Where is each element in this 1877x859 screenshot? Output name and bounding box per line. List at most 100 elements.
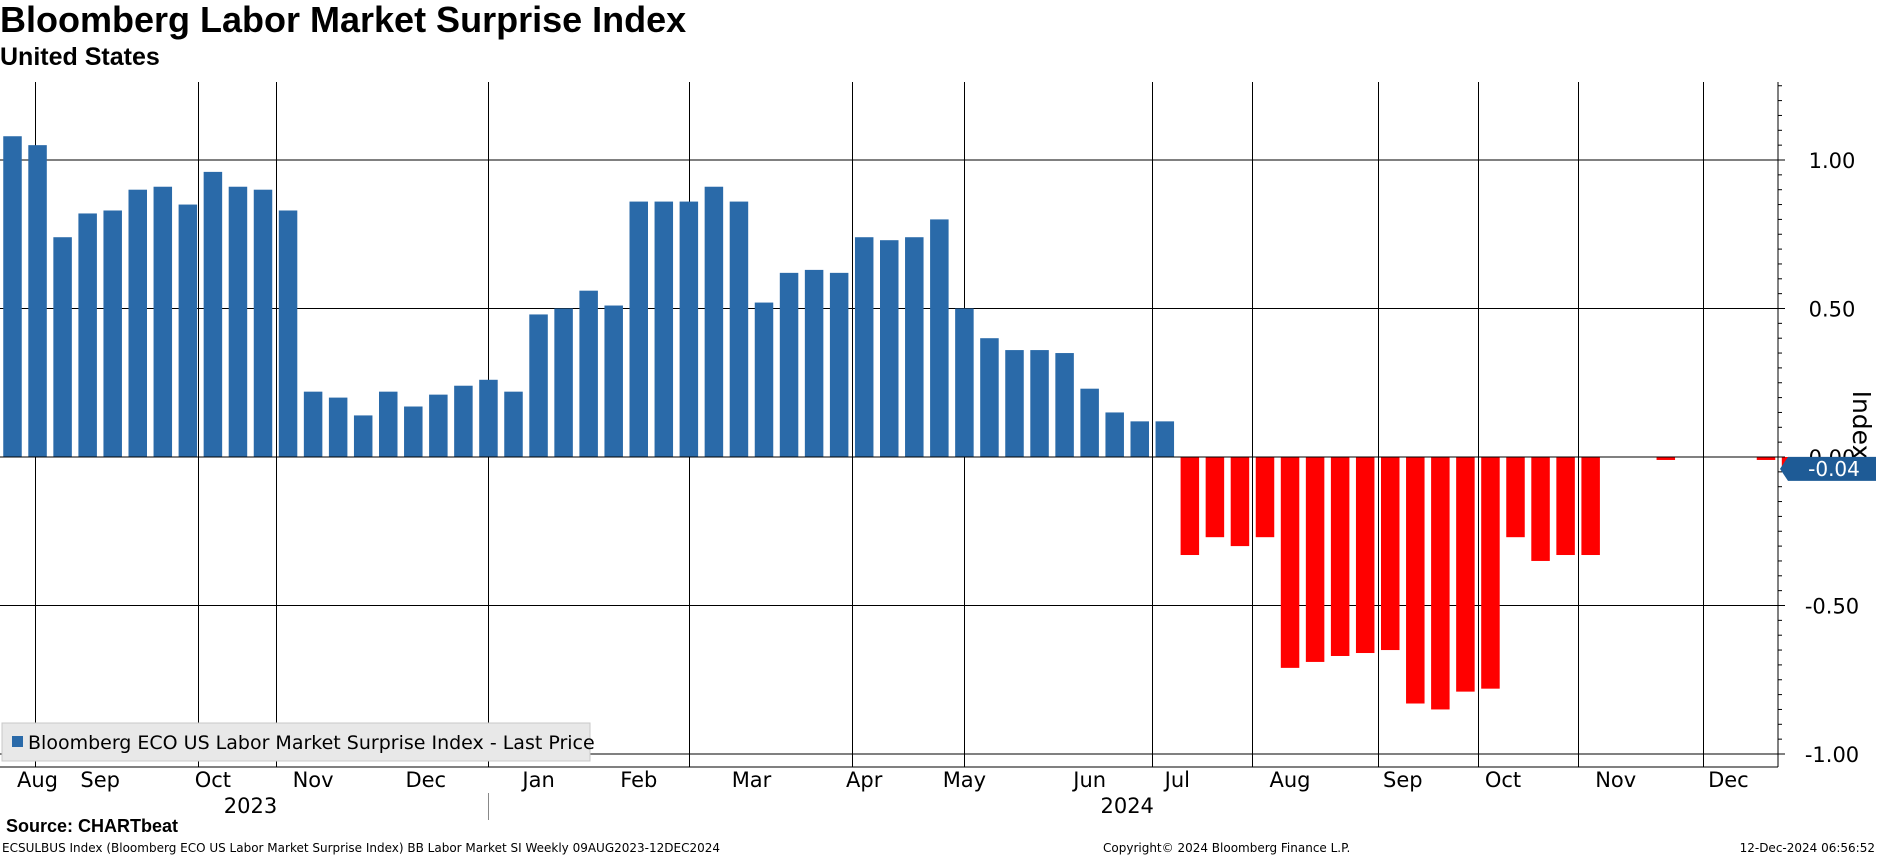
x-month-label: Oct [1485, 768, 1521, 792]
last-price-label: -0.04 [1808, 457, 1860, 481]
bar [153, 186, 173, 458]
legend-label: Bloomberg ECO US Labor Market Surprise I… [28, 732, 595, 754]
bar [1506, 457, 1525, 538]
axis-labels: 1.000.500.00-0.50-1.00Index-0.04AugSepOc… [1, 149, 1876, 818]
footer-copyright: Copyright© 2024 Bloomberg Finance L.P. [1103, 841, 1351, 855]
bar [103, 210, 122, 457]
bar [629, 201, 648, 457]
bar [1305, 457, 1325, 662]
bar [829, 272, 849, 457]
bar [1556, 457, 1575, 556]
bar [905, 237, 924, 457]
footer-timestamp: 12-Dec-2024 06:56:52 [1739, 841, 1875, 855]
bar [1581, 457, 1600, 556]
bar-series [3, 136, 1801, 710]
bar [704, 186, 724, 458]
bar [504, 391, 523, 457]
bar [554, 308, 573, 457]
bar [53, 237, 72, 457]
x-month-label: Jul [1163, 768, 1190, 792]
bar [328, 397, 348, 457]
bar [779, 272, 799, 457]
legend-swatch [12, 736, 23, 747]
bar [479, 379, 498, 457]
bar [679, 201, 699, 457]
bar [303, 391, 323, 457]
bar [178, 204, 198, 457]
bar [1355, 457, 1375, 654]
bar [729, 201, 749, 457]
bar [1180, 457, 1200, 556]
x-month-label: Sep [1383, 768, 1423, 792]
x-month-label: May [943, 768, 986, 792]
bar [1431, 457, 1450, 710]
bar [1080, 388, 1099, 457]
bar [980, 338, 999, 457]
bar [1130, 421, 1149, 457]
bar [1155, 421, 1175, 457]
bar [404, 406, 423, 457]
y-tick-label: 1.00 [1809, 149, 1856, 173]
bar [604, 305, 623, 457]
bar [228, 186, 248, 458]
legend: Bloomberg ECO US Labor Market Surprise I… [1, 722, 595, 762]
bar [1531, 457, 1550, 561]
bar [78, 213, 97, 457]
bar [429, 394, 448, 457]
bar [128, 189, 147, 457]
x-month-label: Apr [846, 768, 883, 792]
chart-title: Bloomberg Labor Market Surprise Index [0, 0, 687, 40]
bar [1055, 353, 1074, 457]
x-month-label: Jan [520, 768, 554, 792]
bar [880, 240, 899, 457]
bar [454, 385, 473, 457]
bar [278, 210, 298, 457]
bar [654, 201, 674, 457]
bar [955, 308, 974, 457]
bar [1030, 350, 1049, 457]
bar [1280, 457, 1300, 668]
x-year-label: 2024 [1100, 794, 1153, 818]
bar [1456, 457, 1475, 692]
x-month-label: Mar [732, 768, 772, 792]
bar [1756, 457, 1776, 460]
x-month-label: Feb [620, 768, 657, 792]
bar [3, 136, 22, 458]
y-axis-title: Index [1847, 391, 1876, 460]
x-month-label: Nov [293, 768, 334, 792]
y-tick-label: 0.50 [1809, 298, 1856, 322]
x-month-label: Oct [195, 768, 231, 792]
x-month-label: Sep [80, 768, 120, 792]
bar [1406, 457, 1425, 704]
bar [930, 219, 949, 457]
x-month-label: Jun [1071, 768, 1106, 792]
bar [1481, 457, 1500, 689]
bar [28, 145, 47, 457]
legend-box [1, 722, 591, 762]
bar [1105, 412, 1124, 457]
bar [804, 269, 824, 457]
bar [1205, 457, 1225, 538]
bar [379, 391, 398, 457]
x-month-label: Nov [1595, 768, 1636, 792]
bar [1230, 457, 1250, 547]
bar [529, 314, 548, 457]
x-year-label: 2023 [224, 794, 277, 818]
chart-subtitle: United States [0, 43, 160, 71]
x-month-label: Dec [1708, 768, 1749, 792]
bar [253, 189, 273, 457]
x-month-label: Dec [405, 768, 446, 792]
bar [1330, 457, 1350, 656]
bar [1255, 457, 1275, 538]
x-month-label: Aug [17, 768, 58, 792]
bar [353, 415, 373, 457]
bar [1656, 457, 1676, 460]
source-note: Source: CHARTbeat [6, 816, 179, 836]
bar [203, 171, 223, 457]
footer-ticker-info: ECSULBUS Index (Bloomberg ECO US Labor M… [2, 841, 721, 855]
y-tick-label: -0.50 [1805, 595, 1859, 619]
bar [754, 302, 774, 457]
bar [854, 237, 874, 457]
last-price-badge [1780, 456, 1876, 481]
